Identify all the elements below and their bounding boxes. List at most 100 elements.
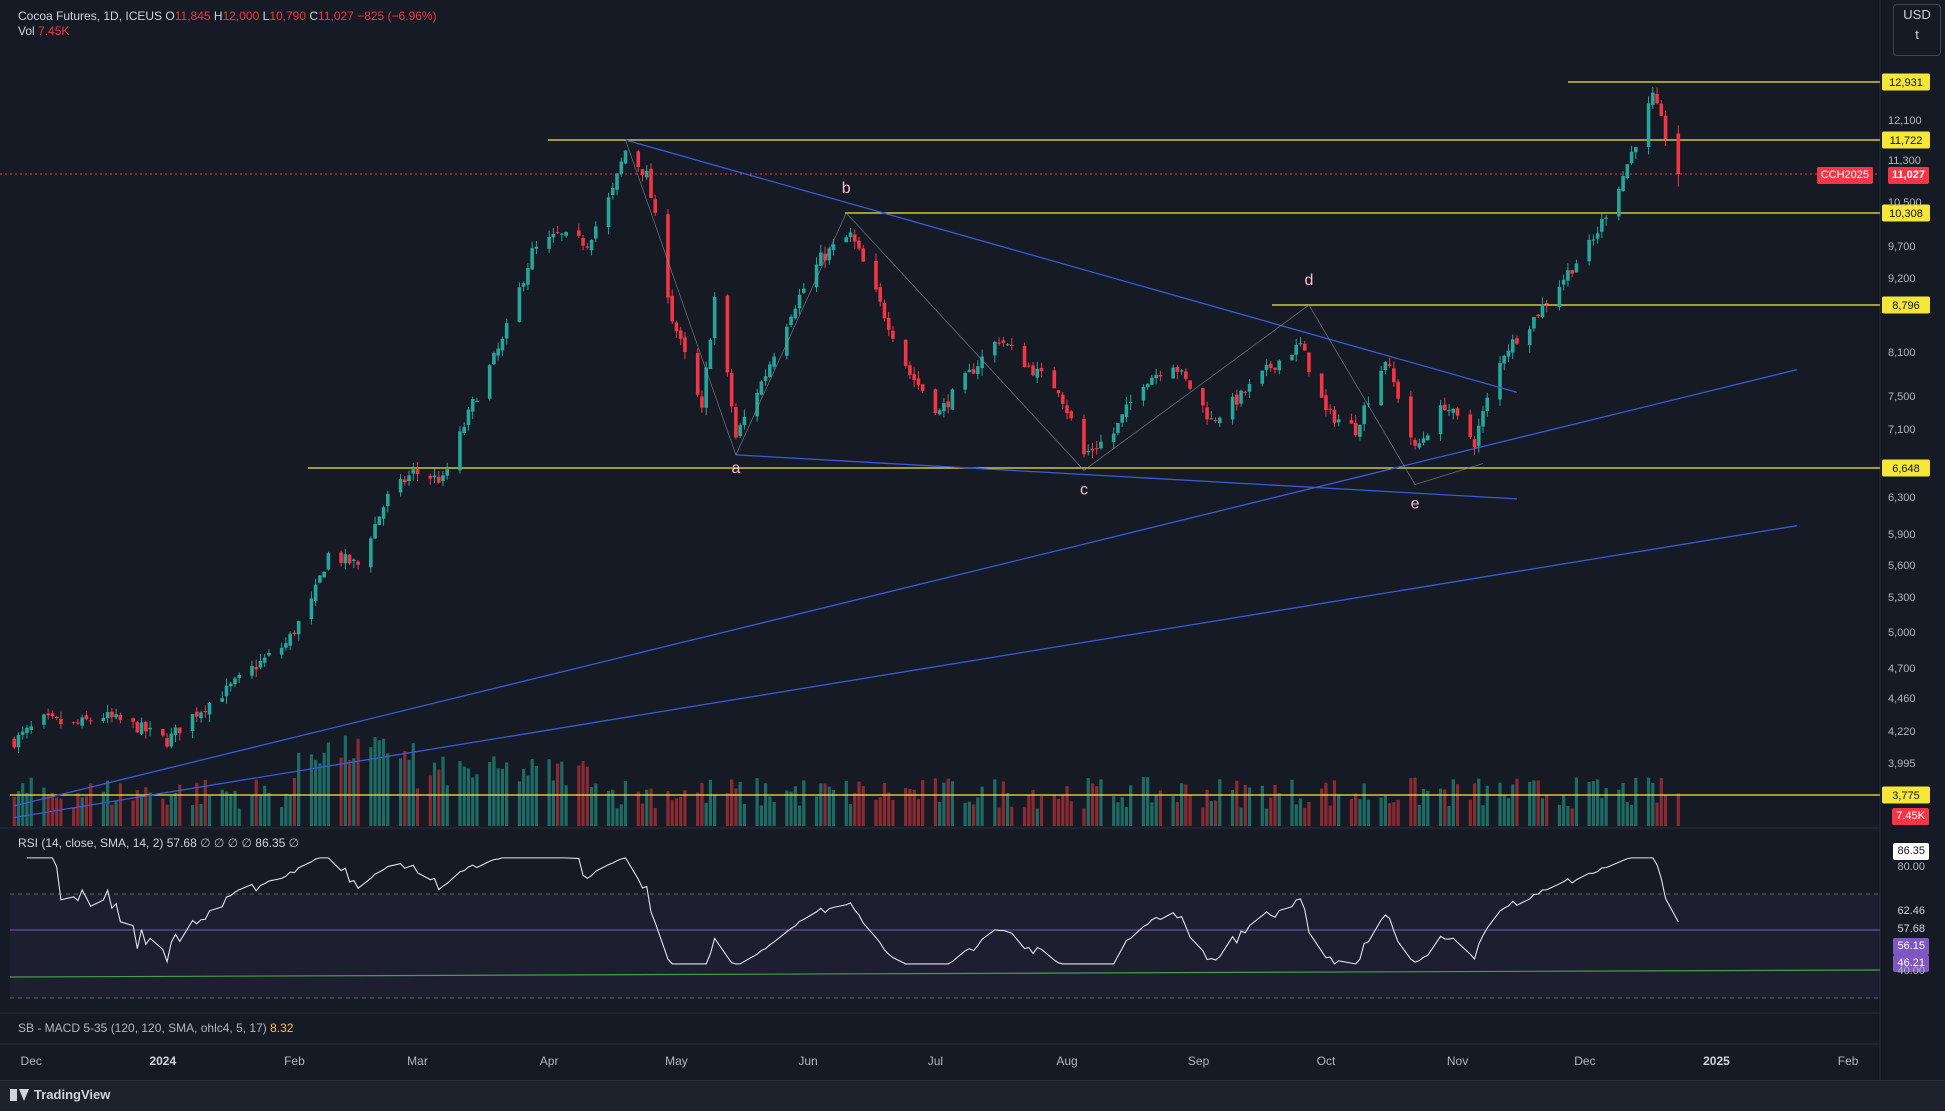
candle-body: [1629, 151, 1634, 164]
candle-body: [1655, 93, 1659, 104]
volume-bar: [908, 788, 912, 826]
volume-bar: [1426, 790, 1430, 826]
volume-bar: [55, 797, 59, 826]
candle-body: [1646, 103, 1651, 147]
volume-bar: [386, 753, 390, 826]
volume-bar: [1320, 788, 1324, 826]
candle-body: [704, 367, 708, 408]
candle-body: [1426, 435, 1430, 441]
candle-body: [1090, 448, 1095, 451]
candle-body: [891, 330, 895, 339]
candle-body: [967, 369, 972, 373]
candle-body: [1035, 368, 1040, 378]
volume-bar: [670, 800, 674, 826]
candle-body: [407, 475, 411, 482]
volume-bar: [1260, 785, 1264, 826]
candle-body: [101, 718, 106, 722]
candle-body: [144, 722, 148, 732]
candle-body: [203, 711, 208, 713]
volume-bar: [696, 792, 700, 826]
volume-bar: [1358, 799, 1362, 826]
volume-bar: [1201, 807, 1205, 826]
volume-bar: [263, 785, 267, 826]
candle-body: [678, 330, 683, 339]
tradingview-brand[interactable]: TradingView: [10, 1087, 110, 1102]
volume-bar: [819, 783, 823, 826]
volume-bar: [666, 790, 670, 826]
candle-body: [458, 431, 462, 471]
volume-label[interactable]: Vol: [18, 24, 35, 38]
volume-bar: [1472, 783, 1477, 826]
volume-bar: [309, 754, 313, 826]
candle-body: [279, 647, 284, 655]
volume-bar: [1498, 782, 1502, 826]
volume-bar: [904, 788, 908, 826]
volume-bar: [1328, 805, 1332, 826]
rsi-tag-80: 80.00: [1897, 861, 1925, 873]
volume-bar: [1213, 800, 1218, 826]
volume-bar: [203, 779, 207, 826]
candle-body: [1421, 438, 1426, 443]
rsi-tag-c: 56.15: [1893, 938, 1929, 955]
volume-bar: [1065, 786, 1069, 826]
volume-bar: [891, 799, 895, 826]
volume-bar: [1052, 795, 1056, 826]
candle-body: [1175, 366, 1180, 372]
volume-bar: [1545, 795, 1549, 826]
candle-body: [1600, 219, 1604, 232]
candle-body: [46, 713, 51, 716]
macd-legend[interactable]: SB - MACD 5-35 (120, 120, SMA, ohlc4, 5,…: [18, 1021, 293, 1035]
volume-bar: [585, 766, 589, 826]
volume-bar: [827, 786, 831, 826]
level-price-tag: [1882, 296, 1930, 314]
volume-bar: [963, 802, 967, 826]
volume-bar: [797, 805, 802, 826]
symbol-name[interactable]: Cocoa Futures, 1D, ICEUS: [18, 9, 163, 23]
candle-body: [1476, 425, 1481, 446]
candle-body: [1116, 422, 1120, 433]
level-price-label: 8,796: [1892, 300, 1920, 312]
volume-bar: [1655, 802, 1659, 826]
candle-body: [207, 702, 212, 715]
time-axis-label: Dec: [1574, 1054, 1595, 1068]
candle-body: [793, 308, 798, 319]
rsi-legend[interactable]: RSI (14, close, SMA, 14, 2) 57.68 ∅ ∅ ∅ …: [18, 836, 299, 850]
volume-bar: [878, 797, 882, 826]
time-axis-label: Oct: [1317, 1054, 1336, 1068]
volume-bar: [564, 785, 568, 826]
volume-bar: [148, 792, 152, 826]
candle-body: [1595, 233, 1600, 239]
volume-bar: [1566, 806, 1570, 826]
candle-body: [610, 187, 615, 196]
level-price-label: 3,775: [1892, 790, 1920, 802]
candle-body: [1625, 164, 1630, 179]
candle-body: [785, 326, 789, 356]
candle-body: [54, 717, 59, 719]
volume-bar: [403, 750, 407, 826]
candle-body: [1362, 405, 1366, 425]
time-axis-label: 2025: [1703, 1054, 1730, 1068]
volume-bar: [636, 791, 640, 826]
wave-label-d: d: [1305, 272, 1314, 289]
volume-bar: [1294, 804, 1298, 826]
candle-body: [874, 260, 878, 290]
currency-unit-button[interactable]: USD t: [1893, 4, 1941, 56]
candle-body: [644, 170, 649, 178]
volume-bar: [1243, 784, 1247, 826]
candle-body: [71, 722, 76, 724]
volume-bar: [25, 792, 29, 826]
volume-bar: [853, 792, 857, 826]
candle-body: [445, 469, 450, 476]
volume-bar: [84, 796, 89, 826]
volume-bar: [1447, 805, 1451, 826]
volume-bar: [730, 779, 734, 826]
candle-body: [428, 475, 433, 479]
change-value: −825 (−6.96%): [357, 9, 437, 23]
price-axis-label: 5,900: [1888, 529, 1916, 541]
volume-bar: [1617, 789, 1621, 826]
candle-body: [1651, 92, 1655, 105]
candle-body: [852, 234, 857, 242]
volume-bar: [534, 765, 538, 826]
volume-bar: [280, 806, 284, 826]
